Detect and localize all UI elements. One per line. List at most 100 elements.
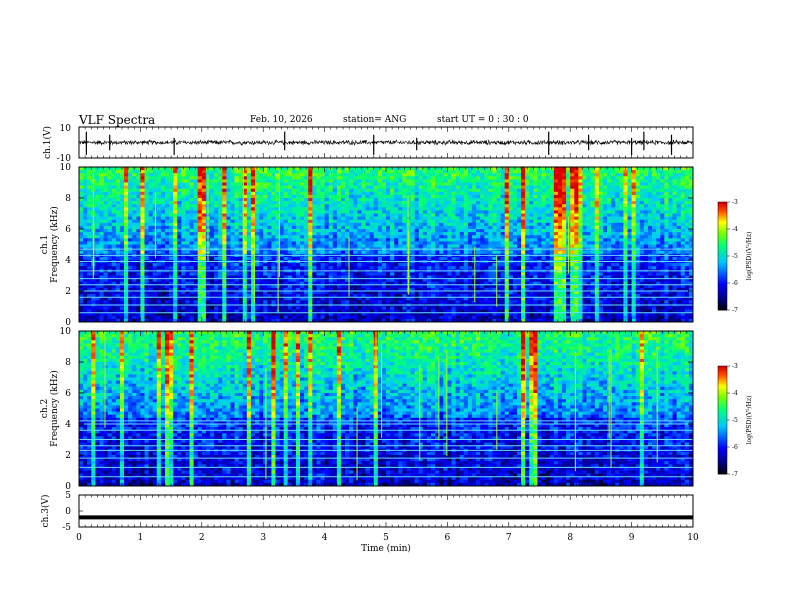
spectrogram-cell <box>418 207 424 211</box>
spectrogram-cell <box>410 244 415 248</box>
spectrogram-cell <box>328 204 334 208</box>
spectrogram-cell <box>107 182 113 186</box>
spectrogram-cell <box>627 222 632 227</box>
spectrogram-cell <box>119 173 125 177</box>
spectrogram-cell <box>656 235 661 239</box>
spectrogram-cell <box>365 170 370 174</box>
spectrogram-cell <box>250 232 256 236</box>
spectrogram-cell <box>369 182 375 186</box>
spectrogram-cell <box>443 182 448 186</box>
spectrogram-cell <box>160 185 166 189</box>
spectrogram-cell <box>349 204 354 208</box>
spectrogram-cell <box>107 232 113 236</box>
spectrogram-cell <box>79 225 84 230</box>
spectrogram-cell <box>295 229 301 233</box>
spectrogram-cell <box>459 244 465 248</box>
spectrogram-cell <box>643 219 649 224</box>
spectrogram-cell <box>107 176 113 180</box>
spectrogram-cell <box>590 244 596 248</box>
spectrogram-cell <box>95 173 100 177</box>
spectrogram-cell <box>426 256 432 261</box>
spectrogram-cell <box>516 198 522 202</box>
spectrogram-cell <box>566 179 571 183</box>
spectrogram-cell <box>230 191 235 196</box>
spectrogram-cell <box>615 250 620 255</box>
spectrogram-cell <box>283 216 289 220</box>
spectrogram-cell <box>128 182 133 186</box>
spectrogram-cell <box>115 176 121 180</box>
spectrogram-cell <box>443 241 448 245</box>
spectrogram-cell <box>381 213 387 217</box>
spectrogram-cell <box>635 235 641 239</box>
spectrogram-cell <box>619 232 624 236</box>
spectrogram-cell <box>627 198 632 202</box>
spectrogram-cell <box>83 263 88 267</box>
spectrogram-cell <box>521 213 526 217</box>
spectrogram-cell <box>578 173 583 177</box>
spectrogram-cell <box>107 201 113 205</box>
spectrogram-cell <box>373 188 379 193</box>
spectrogram-cell <box>111 191 117 196</box>
spectrogram-cell <box>316 229 321 233</box>
spectrogram-cell <box>304 241 309 245</box>
spectrogram-cell <box>132 176 137 180</box>
spectrogram-cell <box>611 185 616 189</box>
spectrogram-cell <box>246 225 252 230</box>
spectrogram-cell <box>623 216 628 220</box>
spectrogram-cell <box>336 244 342 248</box>
spectrogram-cell <box>574 235 579 239</box>
spectrogram-cell <box>488 198 493 202</box>
spectrogram-cell <box>83 222 88 227</box>
spectrogram-cell <box>672 235 677 239</box>
spectrogram-cell <box>562 256 567 261</box>
spectrogram-cell <box>680 213 686 217</box>
spectrogram-cell <box>160 173 166 177</box>
spectrogram-cell <box>291 232 297 236</box>
spectrogram-cell <box>656 176 661 180</box>
spectrogram-cell <box>652 198 657 202</box>
spectrogram-cell <box>111 244 117 248</box>
spectrogram-cell <box>525 170 530 174</box>
spectrogram-cell <box>647 204 653 208</box>
spectrogram-cell <box>455 232 460 236</box>
spectrogram-cell <box>295 198 301 202</box>
spectrogram-cell <box>365 176 370 180</box>
spectrogram-cell <box>226 241 231 245</box>
spectrogram-cell <box>562 188 567 193</box>
spectrogram-cell <box>177 179 182 183</box>
spectrogram-cell <box>83 176 88 180</box>
spectrogram-cell <box>484 241 489 245</box>
spectrogram-cell <box>189 194 194 199</box>
spectrogram-cell <box>586 225 591 230</box>
spectrogram-cell <box>156 216 162 220</box>
spectrogram-cell <box>259 238 264 242</box>
spectrogram-cell <box>578 179 583 183</box>
spectrogram-cell <box>214 176 219 180</box>
spectrogram-cell <box>607 173 612 177</box>
spectrogram-cell <box>545 185 551 189</box>
spectrogram-cell <box>255 263 260 267</box>
spectrogram-cell <box>680 173 686 177</box>
spectrogram-cell <box>181 232 186 236</box>
spectrogram-cell <box>459 235 465 239</box>
spectrogram-cell <box>353 173 358 177</box>
spectrogram-cell <box>349 173 354 177</box>
spectrogram-cell <box>574 198 579 202</box>
spectrogram-cell <box>209 204 215 208</box>
spectrogram-cell <box>545 241 551 245</box>
spectrogram-cell <box>332 213 338 217</box>
spectrogram-cell <box>316 238 321 242</box>
spectrogram-cell <box>111 213 117 217</box>
spectrogram-cell <box>611 229 616 233</box>
spectrogram-cell <box>627 179 632 183</box>
spectrogram-cell <box>541 191 546 196</box>
spectrogram-cell <box>562 185 567 189</box>
spectrogram-cell <box>455 222 460 227</box>
spectrogram-cell <box>345 238 350 242</box>
spectrogram-cell <box>304 185 309 189</box>
spectrogram-cell <box>570 263 575 267</box>
spectrogram-cell <box>185 201 190 205</box>
spectrogram-cell <box>574 241 579 245</box>
spectrogram-cell <box>390 250 395 255</box>
spectrogram-cell <box>361 225 366 230</box>
